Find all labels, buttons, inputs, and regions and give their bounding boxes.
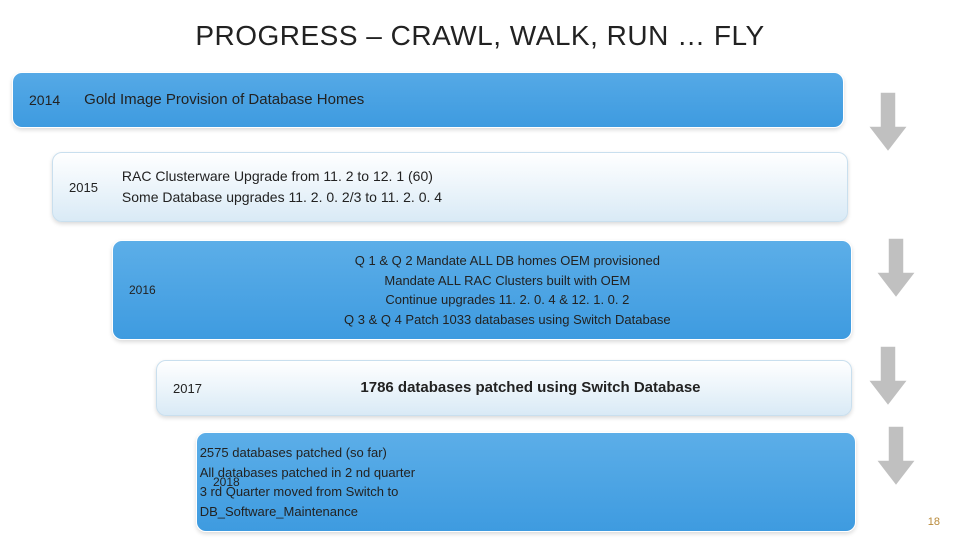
content-line: Q 1 & Q 2 Mandate ALL DB homes OEM provi… (180, 251, 835, 271)
content-line: Continue upgrades 11. 2. 0. 4 & 12. 1. 0… (180, 290, 835, 310)
content-line: All databases patched in 2 nd quarter (200, 463, 415, 483)
slide: PROGRESS – CRAWL, WALK, RUN … FLY 2014 Go… (0, 0, 960, 540)
timeline-block-2017: 2017 1786 databases patched using Switch … (156, 360, 852, 416)
year-label: 2014 (29, 92, 60, 108)
timeline-block-2015: 2015 RAC Clusterware Upgrade from 11. 2 t… (52, 152, 848, 222)
page-number: 18 (928, 516, 940, 528)
timeline-block-2018: 20182575 databases patched (so far)All d… (196, 432, 856, 532)
content-line: 3 rd Quarter moved from Switch to (200, 482, 415, 502)
block-content: 1786 databases patched using Switch Data… (226, 377, 835, 400)
down-arrow-icon (876, 426, 916, 486)
content-line: Some Database upgrades 11. 2. 0. 2/3 to … (122, 187, 442, 208)
down-arrow-icon (868, 346, 908, 406)
content-line: RAC Clusterware Upgrade from 11. 2 to 12… (122, 166, 442, 187)
block-content: Gold Image Provision of Database Homes (84, 89, 364, 112)
content-line: Q 3 & Q 4 Patch 1033 databases using Swi… (180, 310, 835, 330)
block-content: Q 1 & Q 2 Mandate ALL DB homes OEM provi… (180, 251, 835, 329)
year-label: 2015 (69, 180, 98, 195)
content-line: Gold Image Provision of Database Homes (84, 89, 364, 112)
year-label: 2016 (129, 283, 156, 297)
content-line: 2575 databases patched (so far) (200, 443, 415, 463)
content-line: 1786 databases patched using Switch Data… (226, 377, 835, 400)
block-content: 2575 databases patched (so far)All datab… (200, 443, 415, 521)
down-arrow-icon (876, 238, 916, 298)
content-line: DB_Software_Maintenance (200, 502, 415, 522)
timeline-block-2016: 2016 Q 1 & Q 2 Mandate ALL DB homes OEM p… (112, 240, 852, 340)
down-arrow-icon (868, 92, 908, 152)
timeline-block-2014: 2014 Gold Image Provision of Database Hom… (12, 72, 844, 128)
block-content: RAC Clusterware Upgrade from 11. 2 to 12… (122, 166, 442, 208)
page-title: PROGRESS – CRAWL, WALK, RUN … FLY (0, 20, 960, 52)
content-line: Mandate ALL RAC Clusters built with OEM (180, 271, 835, 291)
year-label: 2017 (173, 381, 202, 396)
